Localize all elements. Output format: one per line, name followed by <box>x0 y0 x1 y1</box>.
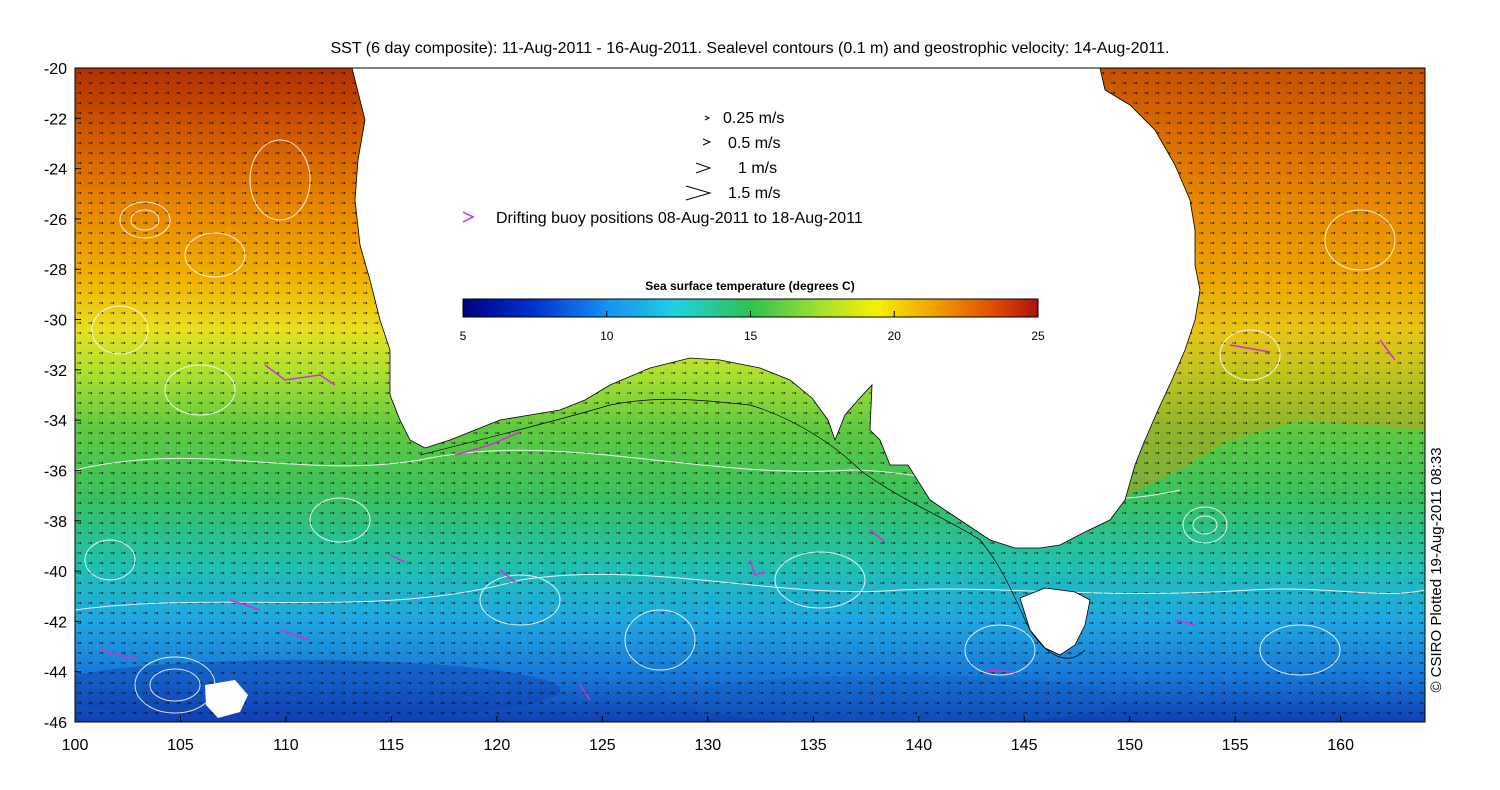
x-tick-label: 150 <box>1116 737 1143 754</box>
colorbar-tick-label: 20 <box>888 329 902 343</box>
x-tick-label: 125 <box>589 737 616 754</box>
y-tick-label: -40 <box>44 564 67 581</box>
colorbar-tick-label: 5 <box>460 329 467 343</box>
x-tick-label: 155 <box>1222 737 1249 754</box>
y-tick-label: -38 <box>44 514 67 531</box>
colorbar-tick-label: 15 <box>744 329 758 343</box>
arrow-15-icon <box>685 185 712 201</box>
colorbar: Sea surface temperature (degrees C) 5 10 1… <box>460 279 1045 343</box>
speed-label: 0.25 m/s <box>723 110 784 127</box>
x-tick-label: 145 <box>1011 737 1038 754</box>
y-tick-label: -34 <box>44 413 67 430</box>
y-tick-label: -46 <box>44 715 67 732</box>
colorbar-tick-label: 10 <box>600 329 614 343</box>
no-data-patch <box>205 680 248 718</box>
x-tick-label: 130 <box>694 737 721 754</box>
plot-area <box>75 68 1425 722</box>
y-axis: -20 -22 -24 -26 -28 -30 -32 -34 -36 -38 -40 -42 -44 -… <box>44 61 81 732</box>
y-tick-label: -30 <box>44 313 67 330</box>
arrow-025-icon <box>704 115 711 121</box>
shelf-line <box>419 398 1086 659</box>
x-tick-label: 140 <box>905 737 932 754</box>
buoy-legend-label: Drifting buoy positions 08-Aug-2011 to 1… <box>496 210 863 227</box>
colorbar-tick-label: 25 <box>1031 329 1045 343</box>
buoy-marker-icon <box>462 211 475 223</box>
x-tick-label: 120 <box>484 737 511 754</box>
colorbar-title: Sea surface temperature (degrees C) <box>645 279 854 293</box>
x-tick-label: 160 <box>1327 737 1354 754</box>
speed-legend: 0.25 m/s 0.5 m/s 1 m/s 1.5 m/s Drifting … <box>462 110 863 227</box>
plot-frame <box>74 67 1426 723</box>
y-tick-label: -42 <box>44 614 67 631</box>
y-tick-label: -36 <box>44 463 67 480</box>
y-tick-label: -20 <box>44 61 67 78</box>
x-tick-label: 105 <box>167 737 194 754</box>
y-tick-label: -32 <box>44 363 67 380</box>
buoy-tracks <box>99 339 1396 701</box>
x-tick-label: 135 <box>800 737 827 754</box>
x-tick-label: 110 <box>273 737 299 754</box>
y-tick-label: -22 <box>44 111 67 128</box>
x-tick-label: 115 <box>379 737 405 754</box>
y-tick-label: -44 <box>44 665 67 682</box>
y-tick-label: -28 <box>44 262 67 279</box>
speed-label: 0.5 m/s <box>728 135 780 152</box>
arrow-1-icon <box>695 162 712 174</box>
x-tick-label: 100 <box>62 737 89 754</box>
credit-text: © CSIRO Plotted 19-Aug-2011 08:33 <box>1428 447 1445 692</box>
speed-label: 1.5 m/s <box>728 185 780 202</box>
x-axis: 100 105 110 115 120 125 130 135 140 145 150 155 160 <box>62 716 1354 754</box>
y-tick-label: -26 <box>44 212 67 229</box>
tasmania-landmass <box>1019 587 1091 656</box>
speed-label: 1 m/s <box>738 160 777 177</box>
y-tick-label: -24 <box>44 162 67 179</box>
arrow-05-icon <box>702 138 712 146</box>
map-title: SST (6 day composite): 11-Aug-2011 - 16-… <box>331 40 1170 57</box>
